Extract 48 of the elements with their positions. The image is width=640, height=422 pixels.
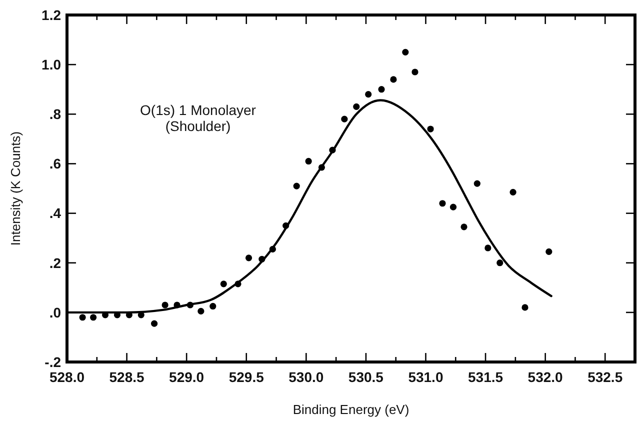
point bbox=[293, 182, 300, 190]
point bbox=[412, 68, 418, 76]
point bbox=[402, 48, 409, 56]
point bbox=[245, 254, 252, 262]
point bbox=[427, 126, 434, 132]
point bbox=[162, 302, 168, 308]
y-tick-label: 1.0 bbox=[42, 56, 62, 72]
point bbox=[365, 91, 372, 98]
point bbox=[474, 180, 480, 187]
y-tick-label: 1.2 bbox=[42, 6, 62, 23]
point bbox=[79, 314, 86, 321]
point bbox=[90, 314, 97, 321]
point bbox=[378, 86, 385, 93]
point bbox=[510, 188, 516, 196]
point bbox=[210, 302, 216, 310]
y-tick-label: .4 bbox=[49, 205, 62, 222]
y-tick-label: -.2 bbox=[44, 354, 62, 370]
y-tick-label: .8 bbox=[49, 106, 62, 122]
point bbox=[546, 248, 552, 256]
x-tick-label: 530.0 bbox=[288, 369, 324, 385]
point bbox=[390, 76, 397, 83]
point bbox=[522, 304, 528, 311]
x-tick-label: 528.5 bbox=[109, 369, 145, 385]
point bbox=[150, 320, 158, 327]
x-axis-title: Binding Energy (eV) bbox=[292, 402, 410, 417]
point bbox=[353, 103, 360, 110]
point bbox=[460, 224, 468, 230]
x-tick-label: 532.5 bbox=[588, 369, 623, 385]
x-tick-label: 530.5 bbox=[348, 369, 384, 385]
point bbox=[484, 244, 492, 252]
x-tick-label: 532.0 bbox=[528, 369, 564, 385]
point bbox=[450, 204, 457, 210]
point bbox=[496, 260, 504, 266]
x-tick-label: 531.0 bbox=[408, 369, 444, 385]
point bbox=[220, 280, 227, 288]
point bbox=[305, 158, 312, 165]
x-tick-label: 529.0 bbox=[169, 369, 204, 385]
point bbox=[341, 116, 348, 122]
y-axis-title: Intensity (K Counts) bbox=[8, 131, 23, 246]
y-tick-label: .6 bbox=[49, 156, 62, 172]
x-tick-label: 528.0 bbox=[49, 369, 85, 385]
y-tick-label: .0 bbox=[49, 304, 62, 320]
x-tick-label: 529.5 bbox=[228, 369, 264, 385]
x-tick-label: 531.5 bbox=[468, 369, 504, 385]
point bbox=[439, 200, 446, 207]
y-tick-label: .2 bbox=[49, 254, 62, 271]
point bbox=[198, 308, 204, 314]
annotation: O(1s) 1 Monolayer (Shoulder) bbox=[140, 102, 256, 134]
